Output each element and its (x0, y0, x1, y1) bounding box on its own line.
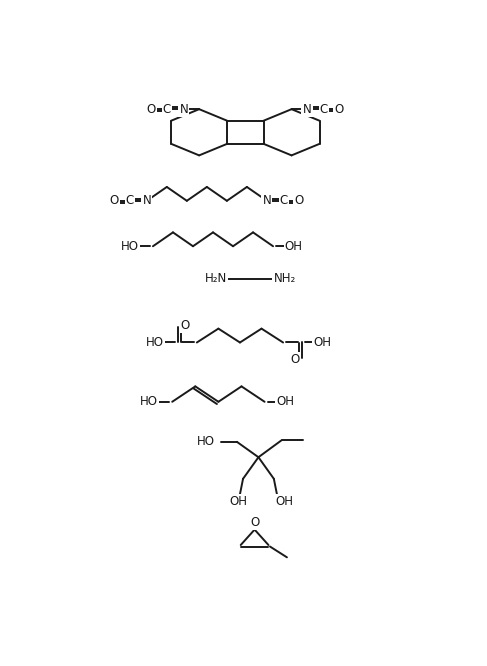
Text: NH₂: NH₂ (274, 272, 296, 285)
Text: HO: HO (197, 436, 215, 448)
Text: O: O (295, 194, 304, 207)
Text: N: N (142, 194, 151, 207)
Text: N: N (262, 194, 271, 207)
Text: OH: OH (313, 336, 331, 349)
Text: O: O (147, 103, 156, 116)
Text: N: N (179, 103, 188, 116)
Text: OH: OH (276, 496, 294, 508)
Text: O: O (180, 319, 189, 332)
Text: C: C (126, 194, 134, 207)
Text: O: O (291, 353, 300, 366)
Text: H₂N: H₂N (205, 272, 227, 285)
Text: C: C (163, 103, 171, 116)
Text: C: C (280, 194, 288, 207)
Text: O: O (250, 516, 259, 529)
Text: C: C (320, 103, 328, 116)
Text: HO: HO (140, 396, 158, 408)
Text: OH: OH (285, 240, 303, 252)
Text: O: O (110, 194, 119, 207)
Text: O: O (335, 103, 344, 116)
Text: N: N (302, 103, 311, 116)
Text: HO: HO (146, 336, 164, 349)
Text: OH: OH (229, 496, 247, 508)
Text: HO: HO (121, 240, 139, 252)
Text: OH: OH (277, 396, 295, 408)
